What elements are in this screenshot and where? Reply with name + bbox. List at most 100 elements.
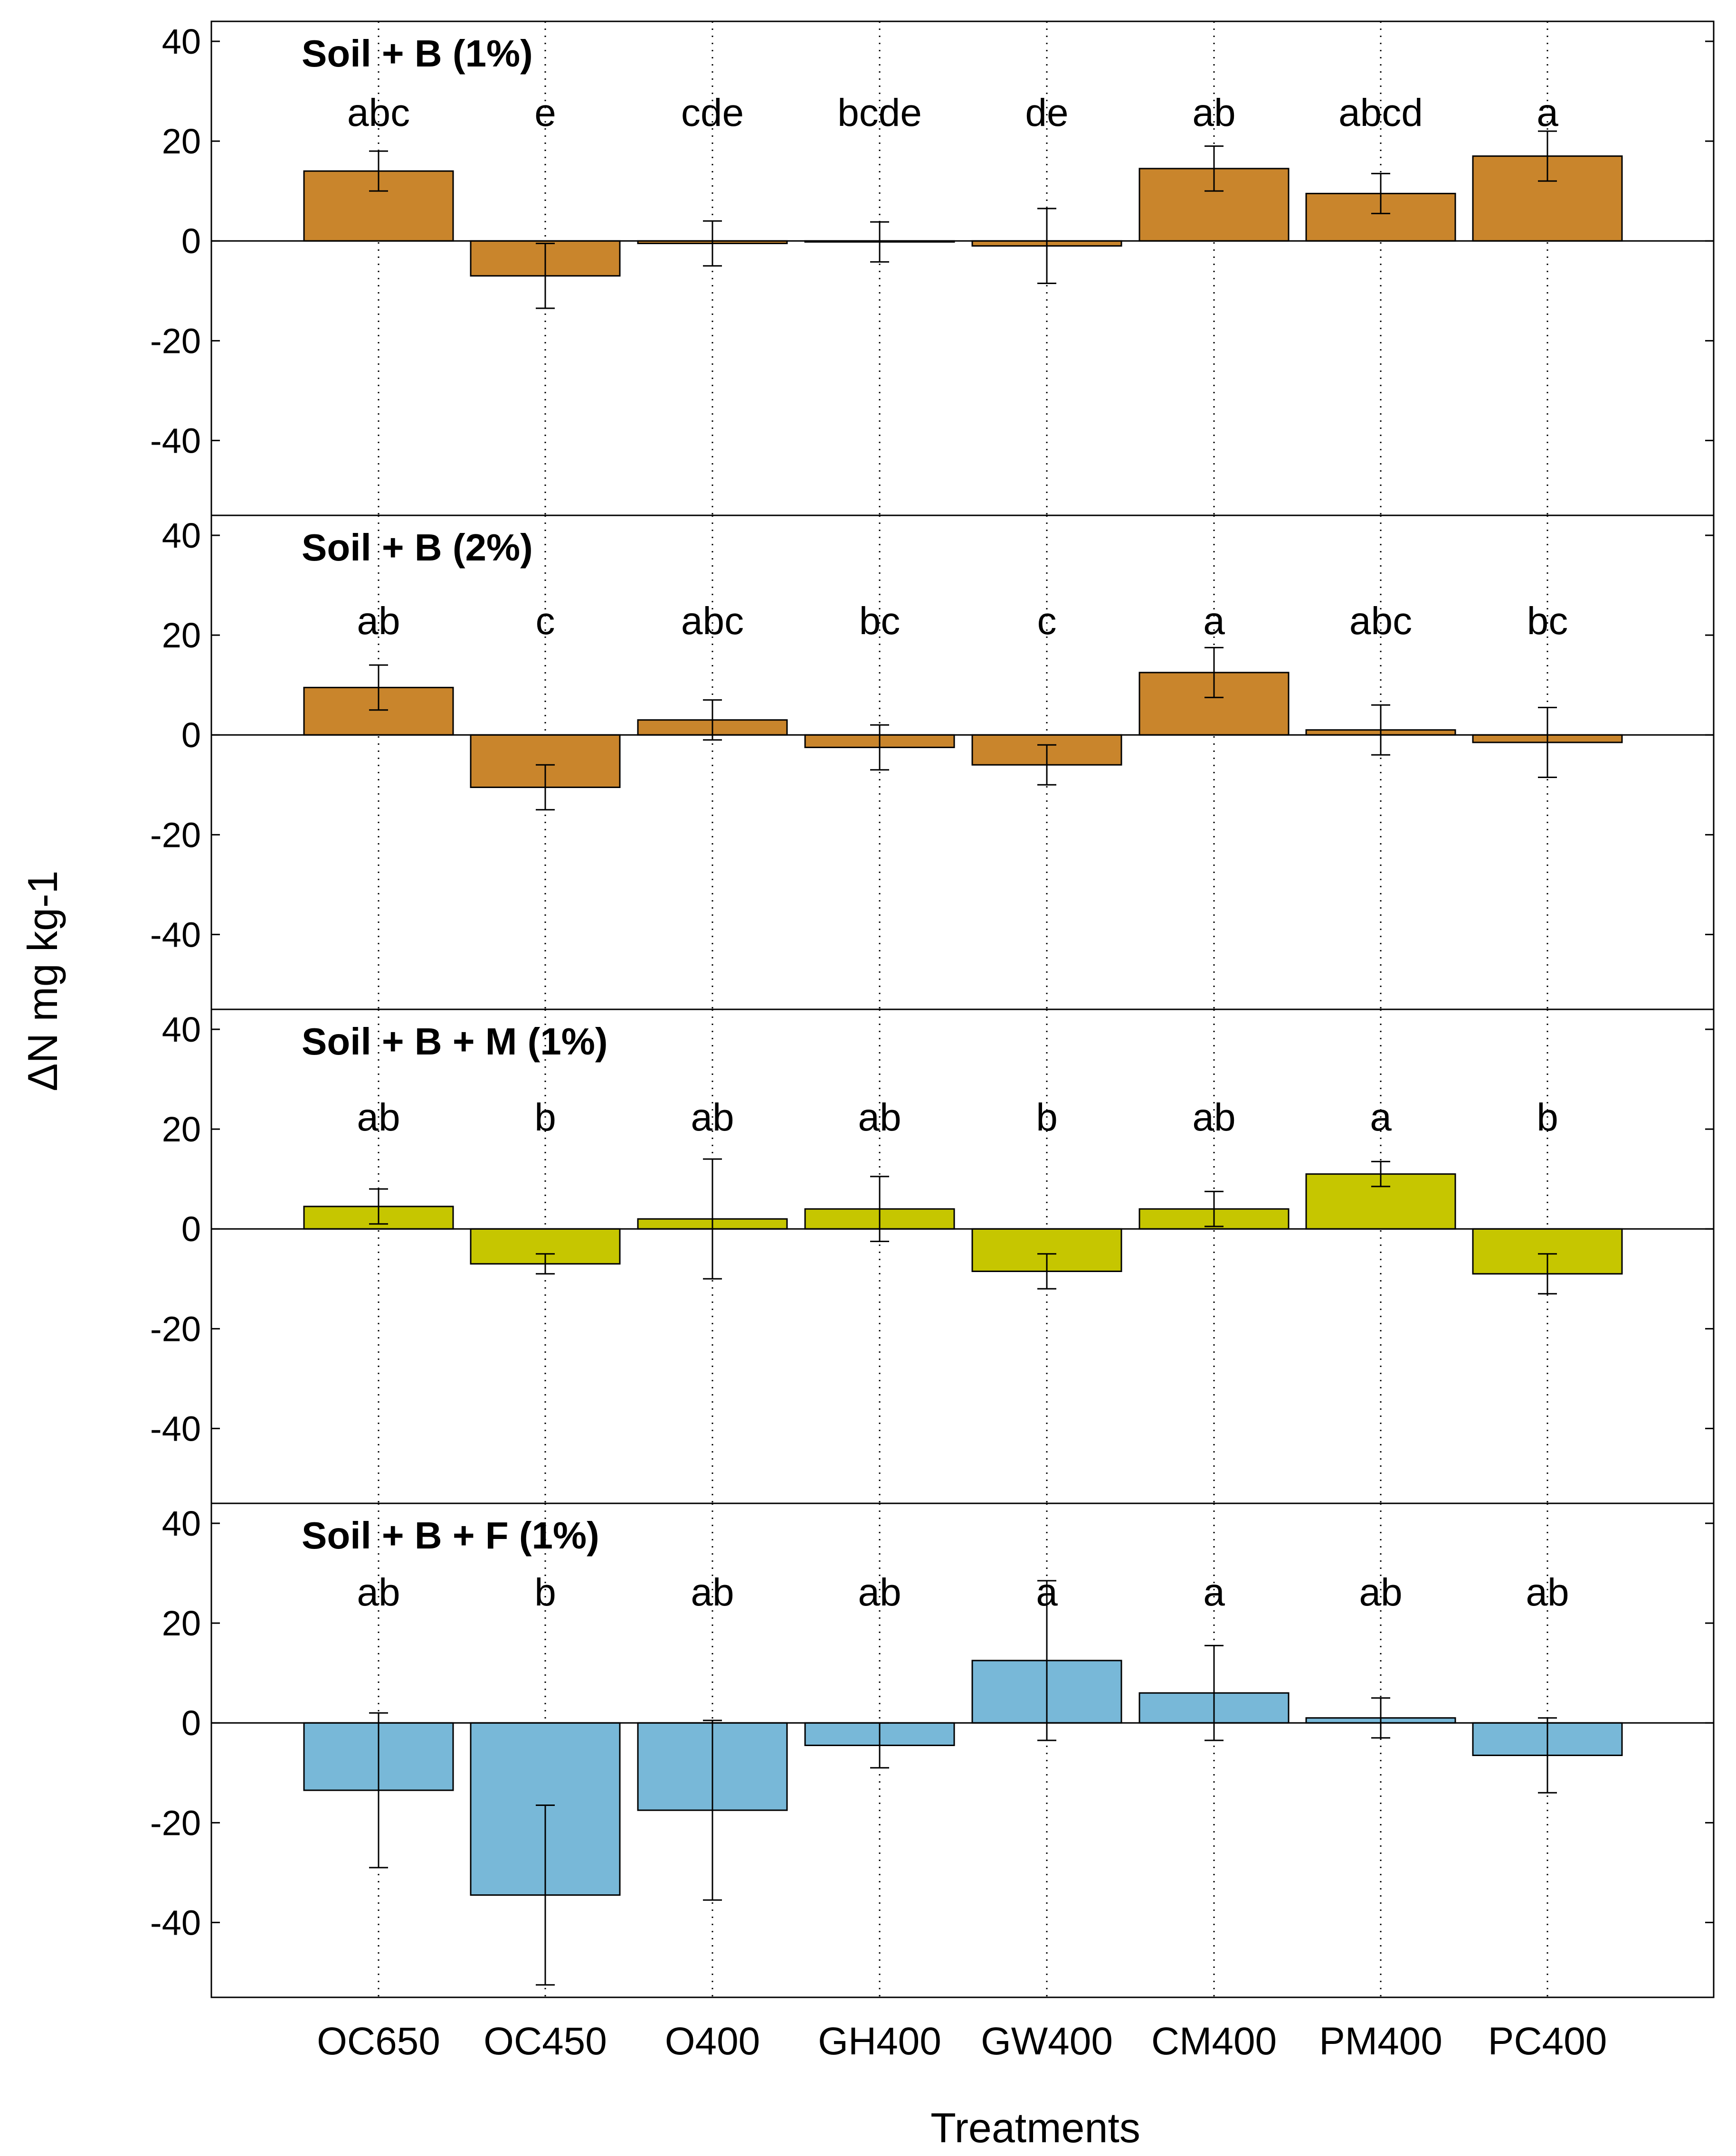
y-tick-label: 0	[181, 1703, 201, 1743]
x-axis-title: Treatments	[930, 2104, 1140, 2151]
significance-label: a	[1203, 599, 1225, 643]
significance-label: ab	[691, 1096, 734, 1139]
significance-label: abc	[1349, 599, 1412, 643]
error-bar	[1037, 208, 1056, 285]
x-tick-label: OC450	[484, 2020, 607, 2063]
y-axis-title: ΔN mg kg-1	[19, 871, 66, 1092]
significance-label: ab	[1526, 1571, 1569, 1614]
panel-frame	[210, 1502, 1715, 1998]
y-tick-label: 40	[162, 1010, 201, 1049]
y-tick-label: 0	[181, 1209, 201, 1249]
x-tick-label: OC650	[317, 2020, 440, 2063]
error-bar	[369, 150, 388, 192]
y-tick-label: 20	[162, 122, 201, 161]
bar	[1472, 1228, 1623, 1275]
y-tick-label: -40	[150, 1903, 201, 1942]
error-bar	[1371, 1160, 1390, 1187]
significance-label: ab	[858, 1571, 901, 1614]
significance-label: ab	[1359, 1571, 1402, 1614]
error-bar	[1205, 1190, 1224, 1227]
significance-label: b	[534, 1096, 556, 1139]
y-tick-label: 40	[162, 1504, 201, 1543]
panel-title: Soil + B + M (1%)	[302, 1020, 608, 1063]
panel-frame	[210, 514, 1715, 1010]
panel-title: Soil + B + F (1%)	[302, 1514, 599, 1557]
significance-label: ab	[858, 1096, 901, 1139]
y-tick-label: -20	[150, 815, 201, 855]
significance-label: a	[1370, 1096, 1392, 1139]
significance-label: bcde	[837, 91, 922, 134]
error-bar	[1037, 1580, 1056, 1741]
panel-4: -40 -20 0 20 40 ab b ab ab a a ab ab Soil + B + F (1%…	[150, 1502, 1715, 1998]
error-bar	[536, 764, 555, 811]
panel-title: Soil + B (1%)	[302, 32, 533, 75]
y-tick-label: 20	[162, 1110, 201, 1149]
error-bar	[870, 1722, 889, 1769]
significance-label: abc	[347, 91, 410, 134]
error-bar	[703, 1719, 722, 1901]
error-bar	[870, 1176, 889, 1242]
error-bar	[536, 1253, 555, 1275]
error-bar	[1538, 1717, 1557, 1794]
y-tick-label: 0	[181, 221, 201, 261]
y-tick-label: -20	[150, 1803, 201, 1843]
error-bar	[1371, 172, 1390, 214]
y-tick-label: 40	[162, 22, 201, 61]
error-bar	[369, 1188, 388, 1225]
significance-label: abcd	[1338, 91, 1423, 134]
significance-label: ab	[1192, 91, 1235, 134]
error-bar	[870, 221, 889, 263]
y-tick-label: -40	[150, 1409, 201, 1448]
y-tick-label: 40	[162, 516, 201, 555]
x-tick-label: PC400	[1488, 2020, 1607, 2063]
y-tick-label: 20	[162, 616, 201, 655]
error-bar	[1538, 706, 1557, 779]
significance-label: bc	[1527, 599, 1568, 643]
significance-label: abc	[681, 599, 744, 643]
significance-label: c	[1037, 599, 1057, 643]
panel-title: Soil + B (2%)	[302, 526, 533, 569]
panel-frame	[210, 20, 1715, 516]
significance-label: b	[1036, 1096, 1058, 1139]
x-tick-label: GH400	[818, 2020, 941, 2063]
significance-label: c	[536, 599, 555, 643]
y-tick-label: -20	[150, 321, 201, 361]
y-tick-label: -20	[150, 1309, 201, 1349]
error-bar	[1538, 130, 1557, 182]
error-bar	[536, 1805, 555, 1986]
error-bar	[1205, 145, 1224, 192]
error-bar	[536, 242, 555, 309]
significance-label: ab	[1192, 1096, 1235, 1139]
x-tick-label: PM400	[1319, 2020, 1442, 2063]
significance-label: bc	[859, 599, 901, 643]
error-bar	[1371, 1697, 1390, 1739]
significance-label: ab	[357, 1096, 400, 1139]
significance-label: a	[1036, 1571, 1058, 1614]
significance-label: a	[1537, 91, 1558, 134]
error-bar	[1371, 704, 1390, 756]
significance-label: cde	[681, 91, 744, 134]
x-tick-labels: OC650 OC450 O400 GH400 GW400 CM400 PM400 PC400	[317, 2020, 1607, 2063]
y-tick-label: -40	[150, 421, 201, 460]
error-bar	[1538, 1253, 1557, 1295]
error-bar	[703, 1158, 722, 1280]
panel-1: -40 -20 0 20 40 abc e cde bcde de ab abcd a Soil + B …	[150, 20, 1715, 516]
significance-label: ab	[357, 1571, 400, 1614]
significance-label: de	[1025, 91, 1068, 134]
x-tick-label: O400	[665, 2020, 760, 2063]
error-bar	[1037, 1253, 1056, 1290]
significance-label: e	[534, 91, 556, 134]
significance-label: b	[534, 1571, 556, 1614]
error-bar	[703, 220, 722, 267]
error-bar	[369, 664, 388, 711]
significance-label: ab	[691, 1571, 734, 1614]
error-bar	[1205, 1644, 1224, 1741]
error-bar	[1205, 646, 1224, 698]
error-bar	[1037, 744, 1056, 786]
error-bar	[369, 1712, 388, 1869]
significance-label: a	[1203, 1571, 1225, 1614]
